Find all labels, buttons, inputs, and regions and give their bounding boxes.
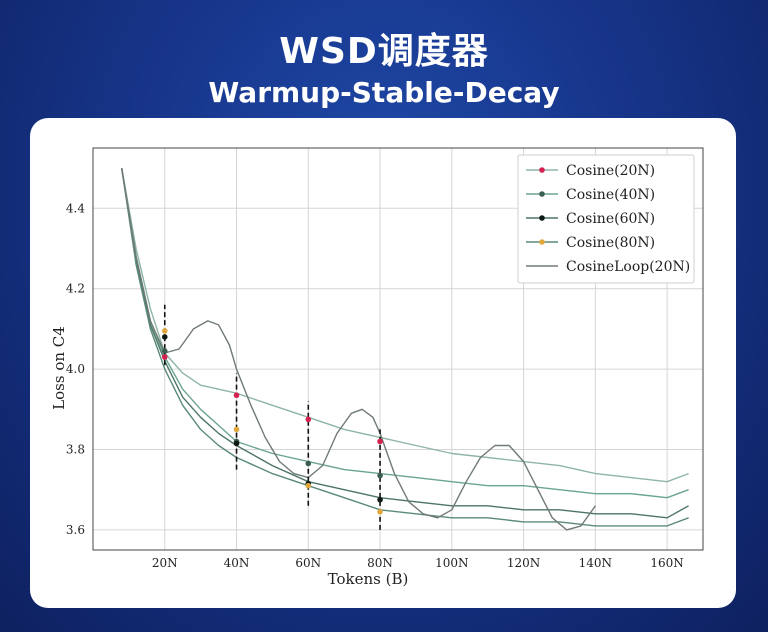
legend-label: Cosine(80N) [566,235,655,251]
legend-marker [539,191,545,197]
x-tick-label: 120N [507,556,540,570]
axis-layer: 20N 40N 60N 80N 100N 120N 140N 160N 3.6 3.8 4.0 4.2… [66,147,704,570]
plot-frame [92,147,704,551]
y-tick-label: 4.2 [66,282,85,296]
x-tick-label: 60N [295,556,321,570]
legend-marker [539,239,545,245]
y-tick-label: 3.6 [66,523,85,537]
x-tick-label: 40N [224,556,250,570]
legend-label: Cosine(20N) [566,163,655,179]
x-tick-label: 100N [435,556,468,570]
series-line-4 [121,167,689,527]
legend: Cosine(20N) Cosine(40N) Cosine(60N) Cosine(… [517,154,695,284]
series-marker-4 [161,328,168,334]
legend-label: CosineLoop(20N) [566,259,690,275]
x-axis-label: Tokens (B) [328,570,409,588]
y-axis-label: Loss on C4 [50,326,68,410]
series-marker-2 [161,348,168,354]
series-line-1 [121,167,689,483]
x-tick-label: 80N [367,556,393,570]
series-marker-1 [233,392,240,399]
series-marker-2 [305,460,312,467]
loss-chart: 20N 40N 60N 80N 100N 120N 140N 160N 3.6 3.8 4.0 4.2… [50,147,704,588]
series-marker-2 [377,472,383,479]
legend-label: Cosine(60N) [566,211,655,227]
series-marker-4 [377,509,383,515]
series-marker-4 [233,426,240,433]
series-layer [121,167,689,531]
page-subtitle: Warmup-Stable-Decay [208,76,560,109]
marker-layer [161,328,383,515]
legend-label: Cosine(40N) [566,187,655,203]
legend-marker [539,167,545,173]
series-line-5 [121,167,596,531]
series-marker-1 [377,438,383,445]
series-line-3 [121,167,689,519]
y-tick-label: 3.8 [66,443,85,457]
series-marker-1 [305,416,312,423]
series-marker-3 [233,440,240,447]
series-marker-4 [305,482,312,489]
series-line-2 [121,167,689,499]
page-title: WSD调度器 [279,31,489,72]
legend-box [517,154,695,284]
y-tick-label: 4.4 [66,201,85,215]
x-tick-label: 160N [650,556,683,570]
legend-marker [539,215,545,221]
x-tick-label: 20N [152,556,178,570]
series-marker-3 [377,496,383,503]
chart-card: 20N 40N 60N 80N 100N 120N 140N 160N 3.6 3.8 4.0 4.2… [30,118,736,608]
x-tick-label: 140N [579,556,612,570]
series-marker-3 [161,334,168,340]
y-tick-label: 4.0 [66,362,85,376]
series-marker-1 [161,354,168,360]
